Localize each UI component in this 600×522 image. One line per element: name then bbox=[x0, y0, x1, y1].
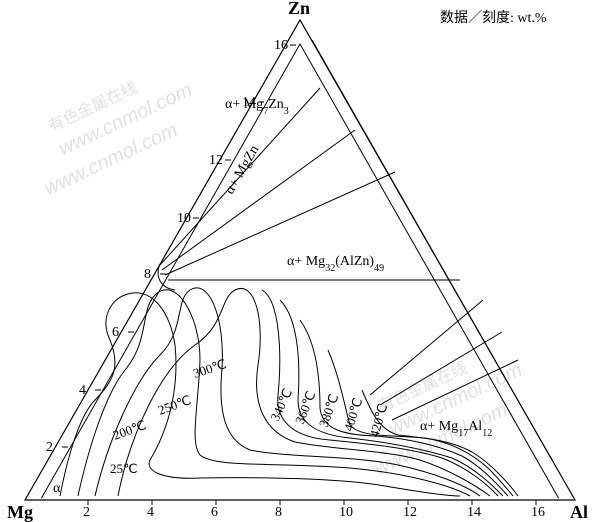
bottom-tick-label: 2 bbox=[83, 505, 90, 520]
watermark-group-0: 有色金属在线www.cnmol.comwww.cnmol.com bbox=[18, 58, 208, 200]
bottom-tick-label: 16 bbox=[531, 505, 545, 520]
left-tick-label: 6 bbox=[112, 325, 119, 340]
bottom-tick-label: 12 bbox=[403, 505, 417, 520]
bottom-tick-label: 14 bbox=[467, 505, 481, 520]
left-tick-label: 16 bbox=[274, 38, 288, 53]
isotherm-label: 25℃ bbox=[110, 461, 138, 476]
left-tick-label: 12 bbox=[209, 153, 223, 168]
isotherm-label: 340℃ bbox=[267, 386, 295, 423]
vertex-zn: Zn bbox=[288, 0, 310, 18]
units-title: 数据／刻度: wt.% bbox=[440, 10, 547, 26]
isotherm-label: 250℃ bbox=[156, 392, 193, 418]
isotherm-label: 300℃ bbox=[191, 356, 228, 381]
vertex-mg: Mg bbox=[7, 502, 33, 522]
bottom-tick-label: 8 bbox=[275, 505, 282, 520]
phase-label-alpha-mg32alzn49: α+ Mg32(AlZn)49 bbox=[287, 254, 384, 274]
vertex-al: Al bbox=[570, 502, 588, 522]
phase-label-alpha-mg7zn3: α+ Mg7Zn3 bbox=[225, 97, 289, 117]
isotherm-label: 360℃ bbox=[292, 389, 319, 426]
boundary-outer-slope bbox=[312, 40, 552, 460]
left-tick-label: 10 bbox=[177, 211, 191, 226]
left-tick-label: 4 bbox=[79, 383, 86, 398]
left-tick-label: 8 bbox=[144, 267, 151, 282]
bottom-tick-label: 6 bbox=[211, 505, 218, 520]
left-tick-label: 2 bbox=[46, 440, 53, 455]
phase-label-alpha: α bbox=[53, 481, 61, 496]
bottom-tick-label: 4 bbox=[147, 505, 154, 520]
bottom-tick-label: 10 bbox=[339, 505, 353, 520]
